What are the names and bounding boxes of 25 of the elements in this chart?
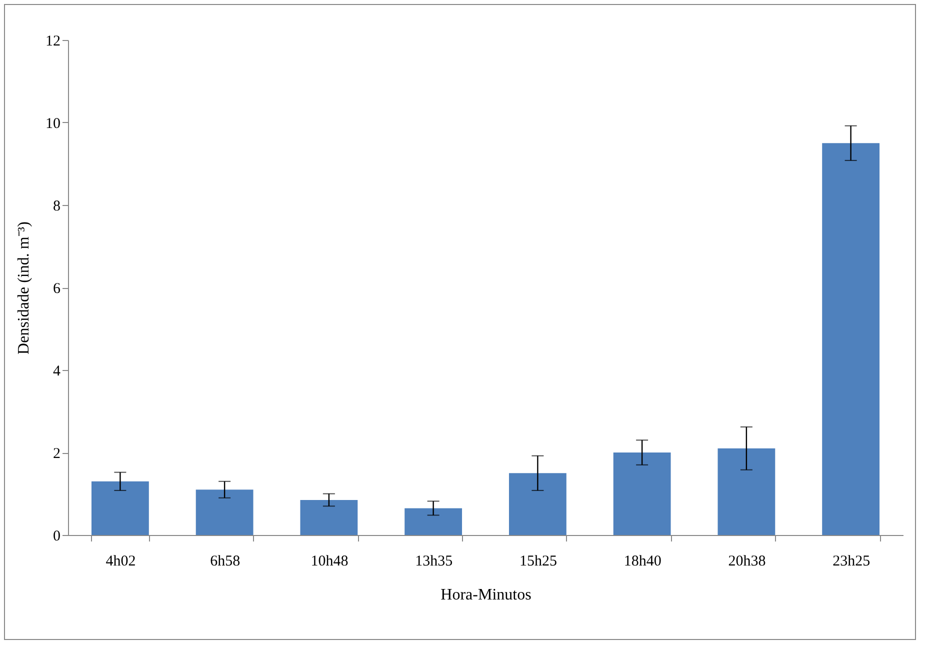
x-tick-label: 4h02: [106, 554, 136, 570]
x-tick-label: 6h58: [210, 554, 240, 570]
x-tick-label: 13h35: [415, 554, 453, 570]
x-tick-label: 23h25: [832, 554, 870, 570]
bar: [404, 508, 462, 535]
x-tick-label: 10h48: [310, 554, 348, 570]
y-tick-label: 2: [53, 446, 60, 462]
bar: [300, 500, 358, 535]
bar: [822, 143, 880, 535]
y-tick-label: 12: [46, 34, 60, 50]
y-tick-label: 0: [53, 528, 60, 544]
bar: [91, 481, 149, 535]
y-tick-label: 4: [53, 364, 61, 380]
bar: [196, 490, 254, 535]
x-tick-label: 20h38: [728, 554, 766, 570]
x-tick-label: 18h40: [624, 554, 662, 570]
bar: [508, 473, 566, 535]
y-axis-title: Densidade (ind. m⁻³): [16, 222, 32, 354]
y-tick-label: 10: [46, 116, 60, 132]
x-tick-label: 15h25: [519, 554, 557, 570]
bar: [613, 452, 671, 535]
y-tick-label: 8: [53, 198, 60, 214]
bar: [718, 448, 776, 535]
y-tick-label: 6: [53, 281, 61, 297]
x-axis-title: Hora-Minutos: [440, 586, 532, 604]
